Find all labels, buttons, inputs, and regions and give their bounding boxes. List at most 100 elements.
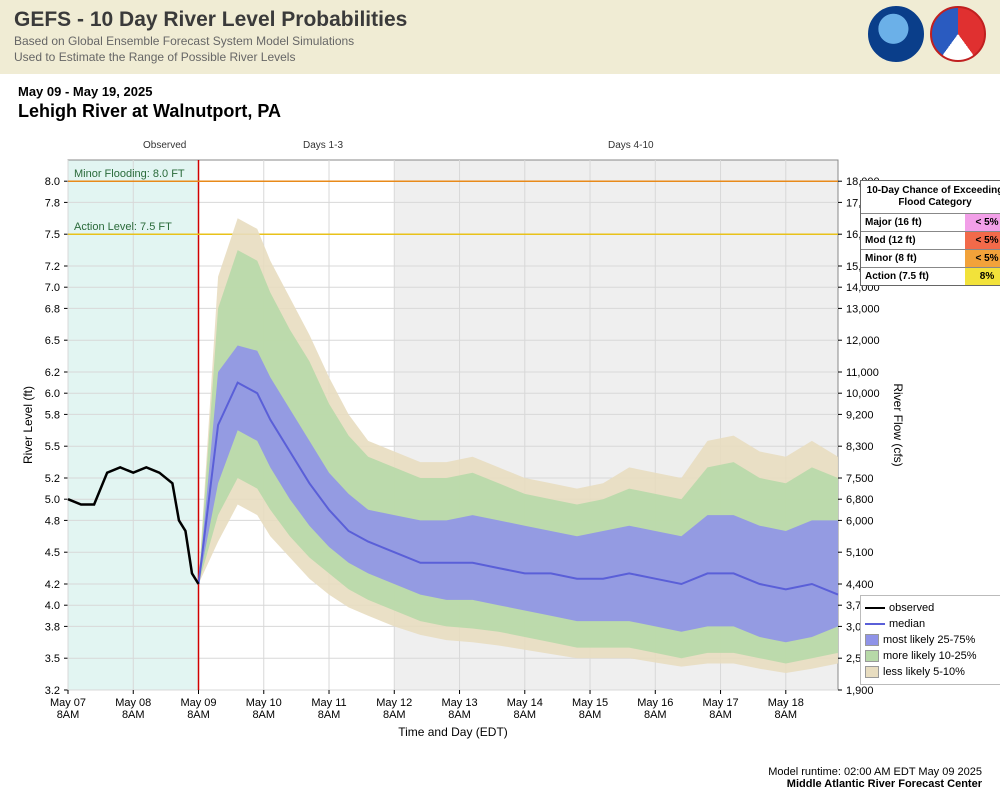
date-range: May 09 - May 19, 2025 [18,84,982,99]
svg-text:5,100: 5,100 [846,547,874,559]
svg-text:6.2: 6.2 [45,367,60,379]
svg-text:6.5: 6.5 [45,335,60,347]
svg-text:10,000: 10,000 [846,388,880,400]
svg-text:4.0: 4.0 [45,600,60,612]
svg-text:Minor Flooding: 8.0 FT: Minor Flooding: 8.0 FT [74,168,185,180]
prob-row: Major (16 ft)< 5% [861,213,1000,231]
svg-text:4.2: 4.2 [45,579,60,591]
prob-value: < 5% [965,250,1000,267]
svg-text:7.2: 7.2 [45,261,60,273]
svg-text:3.2: 3.2 [45,685,60,697]
svg-text:5.2: 5.2 [45,473,60,485]
svg-text:3.5: 3.5 [45,653,60,665]
location-title: Lehigh River at Walnutport, PA [18,101,982,122]
svg-text:May 14: May 14 [507,697,543,709]
svg-text:8AM: 8AM [252,709,275,721]
forecast-center: Middle Atlantic River Forecast Center [768,778,982,790]
svg-text:5.0: 5.0 [45,494,60,506]
svg-text:6,800: 6,800 [846,494,874,506]
chart-legend: observed median most likely 25-75% more lik… [860,595,1000,685]
prob-value: 8% [965,268,1000,285]
prob-label: Minor (8 ft) [861,250,965,267]
nws-logo-icon [930,6,986,62]
svg-text:7.8: 7.8 [45,197,60,209]
svg-text:7.0: 7.0 [45,282,60,294]
legend-item: less likely 5-10% [865,664,1000,680]
svg-text:Time and Day (EDT): Time and Day (EDT) [398,725,508,739]
svg-text:May 12: May 12 [376,697,412,709]
chart-meta: May 09 - May 19, 2025 Lehigh River at Wa… [0,74,1000,122]
footer: Model runtime: 02:00 AM EDT May 09 2025 … [768,766,982,790]
svg-text:8AM: 8AM [448,709,471,721]
svg-text:May 13: May 13 [441,697,477,709]
svg-text:8AM: 8AM [513,709,536,721]
svg-text:May 15: May 15 [572,697,608,709]
svg-text:8.0: 8.0 [45,176,60,188]
svg-text:6.8: 6.8 [45,303,60,315]
chart-area: Observed Days 1-3 Days 4-10 3.23.53.84.0… [18,140,978,740]
prob-value: < 5% [965,232,1000,249]
svg-text:8AM: 8AM [383,709,406,721]
svg-text:May 08: May 08 [115,697,151,709]
legend-label: most likely 25-75% [883,634,975,646]
svg-text:May 09: May 09 [180,697,216,709]
svg-text:8AM: 8AM [187,709,210,721]
svg-text:5.8: 5.8 [45,409,60,421]
section-days410: Days 4-10 [608,140,654,151]
prob-label: Mod (12 ft) [861,232,965,249]
section-labels: Observed Days 1-3 Days 4-10 [68,140,838,156]
probability-table: 10-Day Chance of Exceeding Flood Categor… [860,180,1000,286]
svg-text:May 10: May 10 [246,697,282,709]
svg-text:May 07: May 07 [50,697,86,709]
svg-text:May 16: May 16 [637,697,673,709]
svg-text:4,400: 4,400 [846,579,874,591]
svg-text:4.8: 4.8 [45,515,60,527]
header-banner: GEFS - 10 Day River Level Probabilities … [0,0,1000,74]
svg-text:13,000: 13,000 [846,303,880,315]
svg-text:8,300: 8,300 [846,441,874,453]
prob-value: < 5% [965,214,1000,231]
noaa-logo-icon [868,6,924,62]
svg-text:9,200: 9,200 [846,409,874,421]
svg-text:7.5: 7.5 [45,229,60,241]
prob-row: Action (7.5 ft)8% [861,267,1000,285]
svg-text:Action Level: 7.5 FT: Action Level: 7.5 FT [74,221,172,233]
svg-text:8AM: 8AM [57,709,80,721]
svg-text:May 18: May 18 [768,697,804,709]
prob-label: Action (7.5 ft) [861,268,965,285]
model-runtime: Model runtime: 02:00 AM EDT May 09 2025 [768,766,982,778]
svg-text:7,500: 7,500 [846,473,874,485]
legend-item: median [865,616,1000,632]
header-subtitle-2: Used to Estimate the Range of Possible R… [14,50,986,64]
svg-text:6,000: 6,000 [846,515,874,527]
svg-text:River Flow (cfs): River Flow (cfs) [891,383,905,466]
section-days13: Days 1-3 [303,140,343,151]
legend-item: more likely 10-25% [865,648,1000,664]
legend-label: observed [889,602,934,614]
prob-table-title: 10-Day Chance of Exceeding Flood Categor… [861,181,1000,213]
svg-text:8AM: 8AM [644,709,667,721]
prob-row: Mod (12 ft)< 5% [861,231,1000,249]
logo-group [868,6,986,62]
river-forecast-chart: 3.23.53.84.04.24.54.85.05.25.55.86.06.26… [18,140,978,740]
legend-label: more likely 10-25% [883,650,977,662]
prob-label: Major (16 ft) [861,214,965,231]
svg-text:May 17: May 17 [703,697,739,709]
prob-row: Minor (8 ft)< 5% [861,249,1000,267]
svg-text:8AM: 8AM [709,709,732,721]
svg-text:5.5: 5.5 [45,441,60,453]
svg-text:8AM: 8AM [122,709,145,721]
legend-label: median [889,618,925,630]
page-title: GEFS - 10 Day River Level Probabilities [14,8,986,32]
section-observed: Observed [143,140,186,151]
svg-text:6.0: 6.0 [45,388,60,400]
svg-text:11,000: 11,000 [846,367,879,379]
legend-item: most likely 25-75% [865,632,1000,648]
header-subtitle-1: Based on Global Ensemble Forecast System… [14,34,986,48]
svg-text:1,900: 1,900 [846,685,874,697]
legend-item: observed [865,600,1000,616]
svg-text:8AM: 8AM [318,709,341,721]
svg-text:8AM: 8AM [579,709,602,721]
svg-text:May 11: May 11 [311,697,346,709]
svg-text:River Level (ft): River Level (ft) [21,386,35,464]
